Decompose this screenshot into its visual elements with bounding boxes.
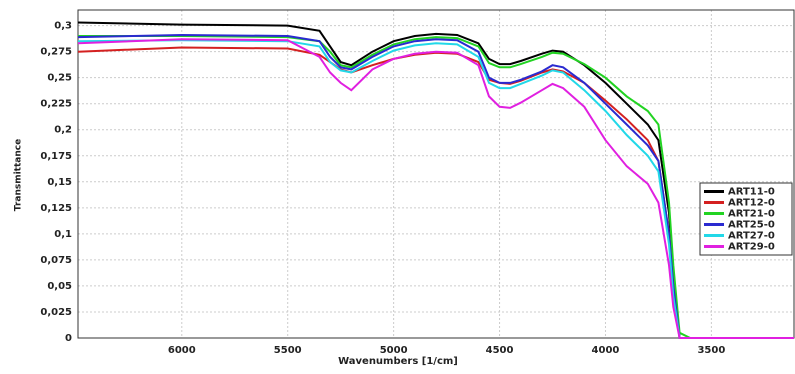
y-tick-label: 0,25	[47, 73, 72, 84]
x-tick-label: 4000	[592, 345, 620, 356]
series-line	[77, 46, 794, 339]
legend-label: ART25-0	[728, 220, 775, 231]
y-tick-label: 0,275	[40, 47, 72, 58]
series-line	[77, 33, 794, 339]
series-line	[77, 21, 794, 339]
y-tick-label: 0,1	[54, 229, 72, 240]
y-tick-label: 0,025	[40, 307, 72, 318]
x-tick-label: 6000	[168, 345, 196, 356]
y-tick-label: 0,225	[40, 99, 72, 110]
y-axis-label: Transmittance	[14, 139, 24, 211]
y-tick-label: 0,15	[47, 177, 72, 188]
legend-label: ART12-0	[728, 198, 775, 209]
y-tick-label: 0,175	[40, 151, 72, 162]
legend-box	[699, 182, 793, 256]
plot-frame	[77, 9, 795, 339]
y-tick-label: 0,075	[40, 255, 72, 266]
x-tick-label: 3500	[697, 345, 725, 356]
x-tick-label: 5000	[380, 345, 408, 356]
y-tick-label: 0	[65, 333, 72, 344]
x-tick-label: 4500	[486, 345, 514, 356]
y-tick-label: 0,05	[47, 281, 72, 292]
series-line	[78, 35, 794, 339]
y-tick-label: 0,125	[40, 203, 72, 214]
series-line	[77, 38, 794, 339]
y-tick-label: 0,3	[54, 21, 72, 32]
legend-label: ART27-0	[728, 231, 775, 242]
legend-label: ART29-0	[728, 242, 775, 253]
y-tick-label: 0,2	[54, 125, 72, 136]
x-axis-label: Wavenumbers [1/cm]	[338, 356, 458, 367]
legend-label: ART11-0	[728, 187, 775, 198]
series-line	[77, 39, 794, 339]
x-tick-label: 5500	[274, 345, 302, 356]
legend-label: ART21-0	[728, 209, 775, 220]
